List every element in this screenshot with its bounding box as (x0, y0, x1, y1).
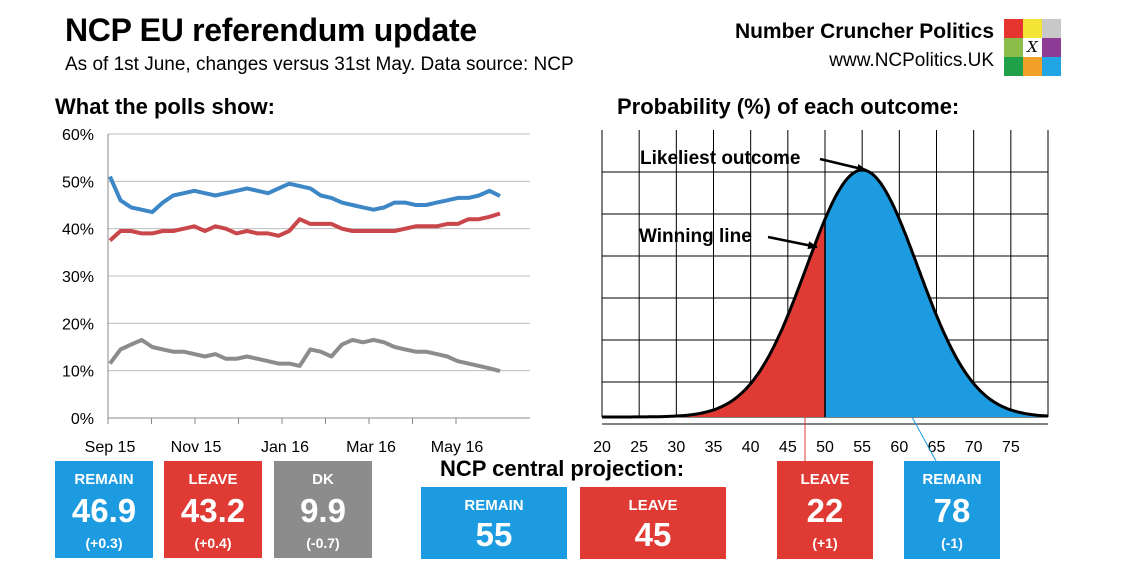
remain-poll-value: 46.9 (71, 492, 137, 529)
projection-leave-label: LEAVE (628, 497, 678, 514)
leave-probability-value: 22 (806, 492, 844, 529)
y-tick-label: 20% (62, 316, 94, 333)
x-tick-label: 40 (742, 439, 760, 456)
annotation-winning-text: Winning line (639, 226, 752, 247)
leave-poll-change: (+0.4) (194, 535, 232, 551)
probability-curve-chart: 20 25 30 35 40 45 50 55 60 65 70 75 (593, 130, 1049, 456)
projection-title: NCP central projection: (440, 456, 685, 481)
x-tick-label: Nov 15 (171, 439, 222, 456)
remain-poll-label: REMAIN (74, 471, 134, 488)
y-tick-label: 30% (62, 269, 94, 286)
polls-chart-title: What the polls show: (55, 94, 275, 119)
remain-probability-change: (-1) (941, 535, 963, 551)
x-tick-label: 35 (705, 439, 723, 456)
x-tick-label: 25 (630, 439, 648, 456)
projection-remain-label: REMAIN (464, 497, 524, 514)
x-tick-label: 60 (890, 439, 908, 456)
x-tick-label: Sep 15 (85, 439, 136, 456)
remain-poll-change: (+0.3) (85, 535, 123, 551)
x-tick-label: 20 (593, 439, 611, 456)
dk-poll-value: 9.9 (300, 492, 346, 529)
probability-chart-title: Probability (%) of each outcome: (617, 94, 960, 119)
x-tick-label: 70 (965, 439, 983, 456)
leave-poll-box: LEAVE 43.2 (+0.4) (164, 461, 262, 558)
y-tick-label: 40% (62, 222, 94, 239)
x-tick-label: 50 (816, 439, 834, 456)
x-tick-label: 45 (779, 439, 797, 456)
x-tick-label: Mar 16 (346, 439, 396, 456)
projection-leave-box: LEAVE 45 (580, 487, 726, 559)
dk-poll-label: DK (312, 471, 334, 488)
leave-poll-label: LEAVE (188, 471, 238, 488)
series-line-dk (108, 337, 501, 374)
y-tick-label: 60% (62, 127, 94, 144)
x-tick-label: May 16 (431, 439, 484, 456)
remain-poll-box: REMAIN 46.9 (+0.3) (55, 461, 153, 558)
projection-remain-value: 55 (475, 516, 513, 553)
dk-poll-change: (-0.7) (306, 535, 340, 551)
logo-letter: X (1023, 38, 1042, 57)
region-remain (825, 170, 1048, 417)
polls-line-chart: 0% 10% 20% 30% 40% 50% 60% Sep 15 Nov 15 Jan 16 Ma… (62, 127, 530, 456)
y-tick-label: 50% (62, 174, 94, 191)
x-tick-label: 55 (853, 439, 871, 456)
x-tick-label: Jan 16 (261, 439, 309, 456)
remain-probability-box: REMAIN 78 (-1) (904, 461, 1000, 559)
remain-probability-label: REMAIN (922, 471, 982, 488)
annotation-winning-arrow (767, 235, 818, 250)
page-subtitle: As of 1st June, changes versus 31st May.… (65, 54, 574, 75)
series-line-leave (108, 211, 501, 242)
brand-logo: X (1004, 19, 1061, 76)
remain-probability-value: 78 (933, 492, 971, 529)
remain-probability-connector (911, 416, 937, 462)
leave-poll-value: 43.2 (180, 492, 246, 529)
page-title: NCP EU referendum update (65, 12, 477, 48)
projection-leave-value: 45 (634, 516, 672, 553)
annotation-likeliest-text: Likeliest outcome (640, 148, 801, 169)
leave-probability-label: LEAVE (800, 471, 850, 488)
brand-name: Number Cruncher Politics (734, 20, 994, 43)
region-leave (602, 219, 825, 417)
annotation-likeliest-arrow (819, 157, 867, 172)
x-tick-label: 30 (667, 439, 685, 456)
leave-probability-change: (+1) (812, 535, 838, 551)
projection-remain-box: REMAIN 55 (421, 487, 567, 559)
x-tick-label: 75 (1002, 439, 1020, 456)
brand-url[interactable]: www.NCPolitics.UK (829, 50, 994, 71)
dk-poll-box: DK 9.9 (-0.7) (274, 461, 372, 558)
y-tick-label: 0% (71, 411, 94, 428)
annotation-likeliest-outcome: Likeliest outcome (640, 148, 867, 172)
y-tick-label: 10% (62, 364, 94, 381)
x-tick-label: 65 (928, 439, 946, 456)
leave-probability-box: LEAVE 22 (+1) (777, 461, 873, 559)
series-line-remain (108, 175, 501, 215)
annotation-winning-line: Winning line (639, 226, 818, 250)
distribution-curve (602, 168, 1049, 419)
